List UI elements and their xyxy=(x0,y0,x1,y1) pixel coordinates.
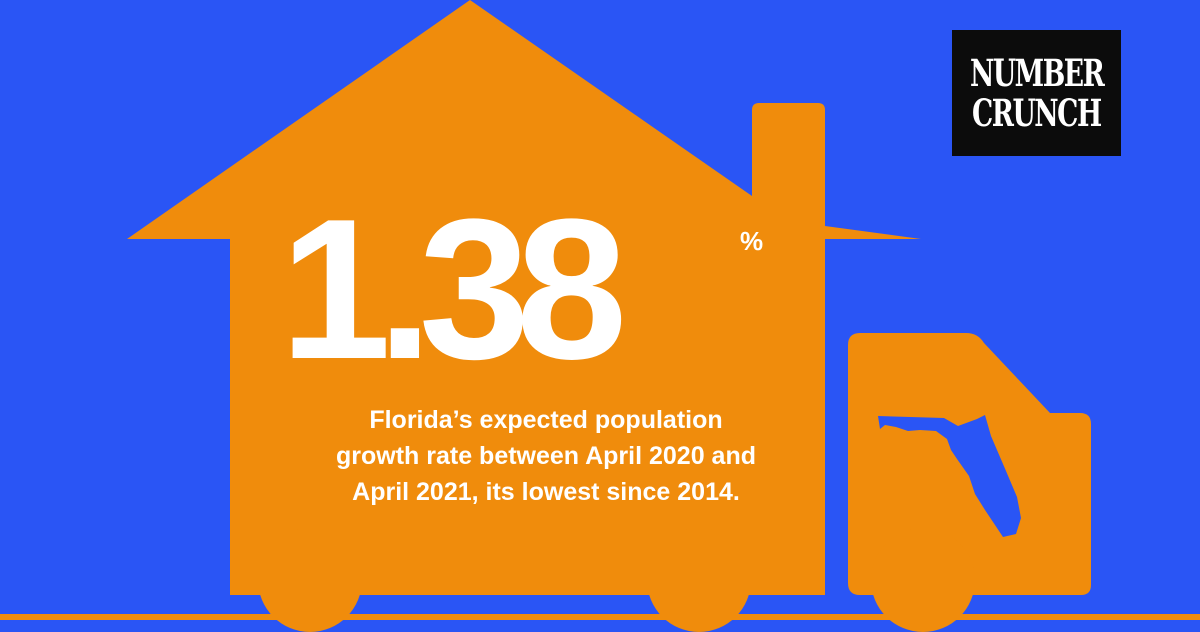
caption-line-2: growth rate between April 2020 and xyxy=(335,442,756,470)
brand-line-2: CRUNCH xyxy=(972,91,1102,135)
wheel-icon xyxy=(258,528,362,632)
brand-line-1: NUMBER xyxy=(969,51,1105,95)
brand-logo: NUMBER CRUNCH xyxy=(952,30,1121,156)
ground-line xyxy=(0,614,1200,620)
wheel-icon xyxy=(871,528,975,632)
caption-line-1: Florida’s expected population xyxy=(369,406,723,434)
stat-unit: % xyxy=(740,226,764,256)
florida-map-icon xyxy=(878,415,1021,537)
house-body xyxy=(127,0,921,595)
wheel-icon xyxy=(647,528,751,632)
stat-caption: Florida’s expected population growth rat… xyxy=(296,402,796,510)
caption-line-3: April 2021, its lowest since 2014. xyxy=(352,478,740,506)
stat-value: 1.38 xyxy=(280,178,627,401)
